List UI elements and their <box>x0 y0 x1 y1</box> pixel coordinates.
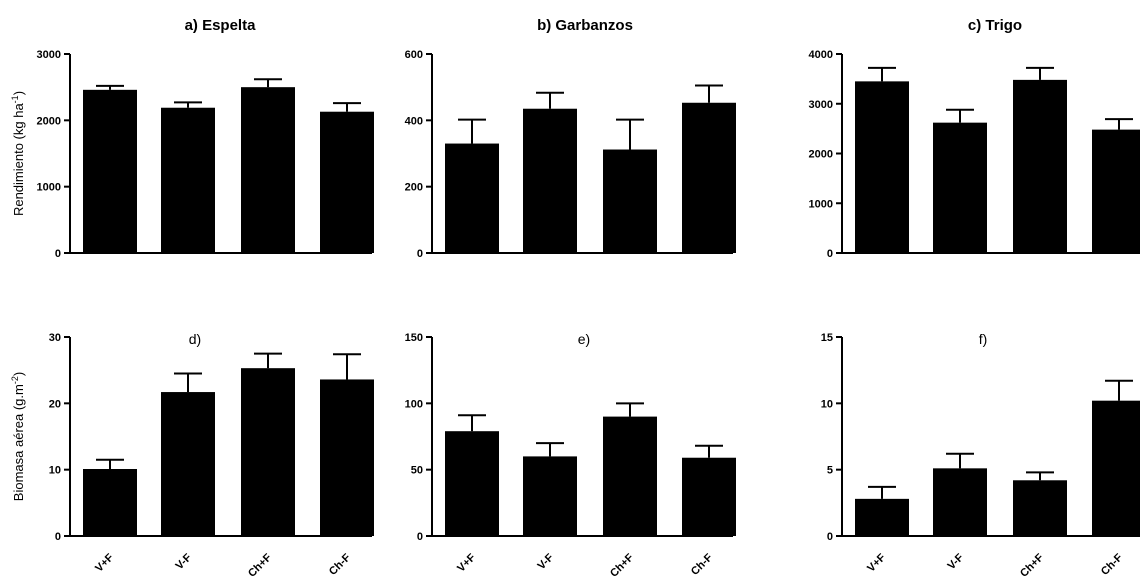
bar-f-2 <box>933 468 987 536</box>
x-tick-label-f-1: V+F <box>865 551 888 574</box>
bar-a-4 <box>320 111 374 254</box>
y-tick-label-f: 5 <box>827 465 833 477</box>
y-tick-label-e: 50 <box>411 465 423 477</box>
bar-a-3 <box>241 87 295 254</box>
y-tick-label-e: 150 <box>405 332 423 344</box>
bar-c-2 <box>933 122 987 253</box>
bar-e-2 <box>523 456 577 536</box>
x-tick-label-d-1: V+F <box>93 551 116 574</box>
y-tick-label-f: 0 <box>827 531 833 543</box>
y-tick-label-f: 10 <box>821 398 833 410</box>
chart-title-c: c) Trigo <box>968 17 1022 34</box>
bar-c-1 <box>855 81 909 253</box>
bar-f-4 <box>1092 400 1140 536</box>
y-axis-title-a: Rendimiento (kg ha-1) <box>10 91 26 216</box>
y-tick-label-b: 0 <box>417 248 423 260</box>
bar-f-1 <box>855 498 909 536</box>
x-tick-label-f-3: Ch+F <box>1018 551 1046 576</box>
y-tick-label-c: 3000 <box>809 99 833 111</box>
y-axis-title-d: Biomasa aérea (g.m-2) <box>10 372 26 501</box>
y-tick-label-d: 10 <box>49 465 61 477</box>
panel-label-d: d) <box>189 331 201 347</box>
y-tick-label-c: 0 <box>827 248 833 260</box>
y-tick-label-b: 400 <box>405 115 423 127</box>
y-tick-label-a: 2000 <box>37 115 61 127</box>
chart-title-a: a) Espelta <box>185 17 257 34</box>
y-tick-label-f: 15 <box>821 332 833 344</box>
bar-a-1 <box>83 89 137 253</box>
y-tick-label-d: 20 <box>49 398 61 410</box>
chart-title-b: b) Garbanzos <box>537 17 633 34</box>
x-tick-label-e-1: V+F <box>455 551 478 574</box>
y-tick-label-a: 0 <box>55 248 61 260</box>
bar-b-2 <box>523 108 577 253</box>
bar-b-1 <box>445 143 499 253</box>
x-tick-label-d-3: Ch+F <box>246 551 274 576</box>
y-tick-label-c: 4000 <box>809 49 833 61</box>
x-tick-label-d-2: V-F <box>174 551 195 572</box>
y-tick-label-c: 1000 <box>809 198 833 210</box>
panel-label-e: e) <box>578 331 590 347</box>
y-tick-label-c: 2000 <box>809 149 833 161</box>
y-tick-label-d: 0 <box>55 531 61 543</box>
y-tick-label-d: 30 <box>49 332 61 344</box>
bar-b-3 <box>603 149 657 253</box>
panel-label-f: f) <box>979 331 988 347</box>
x-tick-label-f-4: Ch-F <box>1099 551 1125 576</box>
bar-d-1 <box>83 469 137 536</box>
bar-d-3 <box>241 368 295 536</box>
y-tick-label-e: 0 <box>417 531 423 543</box>
x-tick-label-d-4: Ch-F <box>327 551 353 576</box>
bar-d-2 <box>161 392 215 536</box>
bar-e-4 <box>682 457 736 536</box>
bar-b-4 <box>682 102 736 253</box>
bar-c-4 <box>1092 129 1140 253</box>
y-tick-label-e: 100 <box>405 398 423 410</box>
bar-e-1 <box>445 431 499 536</box>
x-tick-label-e-2: V-F <box>536 551 557 572</box>
x-tick-label-f-2: V-F <box>946 551 967 572</box>
y-tick-label-b: 600 <box>405 49 423 61</box>
bar-d-4 <box>320 379 374 536</box>
y-tick-label-a: 3000 <box>37 49 61 61</box>
x-tick-label-e-4: Ch-F <box>689 551 715 576</box>
bar-e-3 <box>603 416 657 536</box>
y-tick-label-a: 1000 <box>37 182 61 194</box>
bar-f-3 <box>1013 480 1067 536</box>
bar-a-2 <box>161 107 215 253</box>
y-tick-label-b: 200 <box>405 182 423 194</box>
x-tick-label-e-3: Ch+F <box>608 551 636 576</box>
bar-c-3 <box>1013 79 1067 254</box>
